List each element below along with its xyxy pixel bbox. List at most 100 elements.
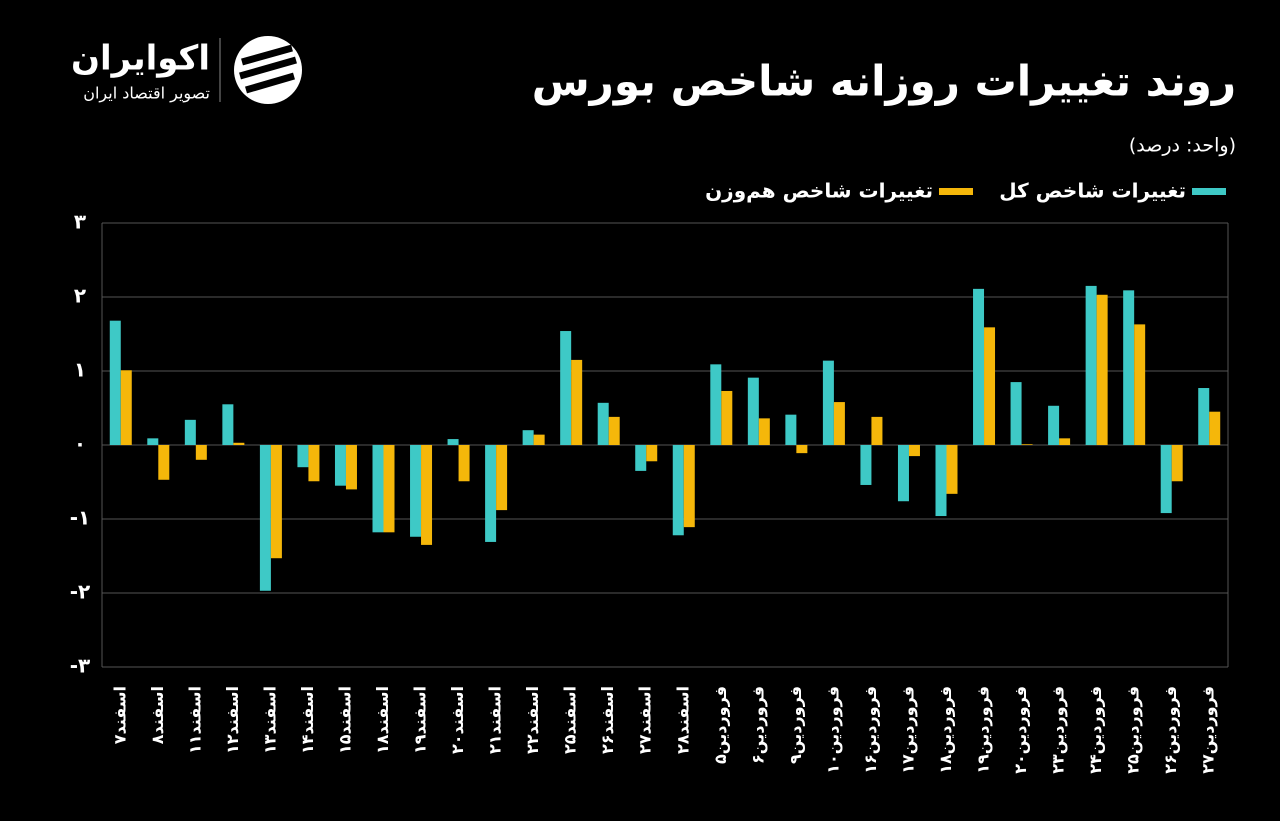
logo: اکوایران تصویر اقتصاد ایران [71,36,302,104]
bar [447,439,459,445]
bar [195,445,207,460]
y-tick-label: ۳ [74,210,86,234]
x-tick-label: اسفند۲۰ [448,686,467,754]
bar [222,404,234,445]
brand-name: اکوایران [71,39,210,79]
bar [785,414,797,445]
x-tick-label: اسفند۱۴ [298,686,317,754]
bar [270,445,282,559]
bar [109,320,121,445]
bar [721,390,733,445]
bar [560,331,572,445]
bar [871,416,883,445]
legend-label: تغییرات شاخص کل [999,179,1186,203]
bar [233,442,245,445]
bar [485,445,497,542]
bar [1171,445,1183,482]
x-tick-label: اسفند۲۲ [523,686,542,754]
bar [1085,285,1097,445]
chart-title: روند تغییرات روزانه شاخص بورس [532,57,1236,107]
bar [533,434,545,445]
x-tick-label: فروردین۲۷ [1199,686,1218,774]
bar [758,418,770,445]
bar [1123,290,1135,445]
x-tick-label: فروردین۱۹ [974,686,993,774]
y-tick-label: -۱ [70,506,91,530]
bar [458,445,470,482]
bar [1021,444,1033,445]
bar [259,445,271,591]
bar [147,438,159,445]
brand-tagline: تصویر اقتصاد ایران [83,84,210,104]
legend-swatch [939,188,973,195]
bar [421,445,433,545]
x-tick-label: فروردین۵ [711,686,730,764]
x-tick-label: فروردین۲۶ [1161,686,1180,774]
x-tick-label: فروردین۱۶ [861,686,880,774]
bar [1160,445,1172,514]
bar [822,360,834,445]
chart-subtitle: (واحد: درصد) [1129,135,1236,157]
x-tick-label: فروردین۲۵ [1124,686,1143,774]
bar [120,370,132,445]
x-tick-label: فروردین۲۰ [1011,686,1030,774]
bar [372,445,384,533]
bar [1010,382,1022,445]
bar [158,445,170,480]
x-tick-label: اسفند۲۱ [486,686,505,754]
x-tick-label: فروردین۲۴ [1086,686,1105,774]
bar [571,359,583,445]
bar [946,445,958,494]
bar [383,445,395,533]
logo-stripes [239,44,297,94]
bar [710,364,722,445]
x-tick-label: اسفند۱۳ [260,686,279,754]
bar [683,445,695,528]
x-tick-label: فروردین۲۳ [1049,686,1068,774]
bar [297,445,309,468]
bar [1134,324,1146,445]
y-tick-label: ۲ [74,284,86,308]
bar [410,445,422,537]
x-tick-label: فروردین۱۷ [898,686,917,774]
x-tick-label: اسفند۲۸ [673,686,692,754]
bar [1198,388,1210,445]
bar [796,445,808,454]
x-tick-label: اسفند۲۶ [598,686,617,754]
bar [308,445,320,482]
x-tick-label: اسفند۲۵ [561,686,580,754]
bar [1048,405,1060,445]
bar [973,288,985,445]
bar [860,445,872,485]
y-tick-label: ۱ [74,358,86,382]
x-tick-label: فروردین۶ [748,686,767,764]
bar [597,402,609,445]
bar [984,327,996,445]
bar [897,445,909,502]
legend-label: تغییرات شاخص هم‌وزن [705,179,933,203]
x-tick-label: اسفند۸ [148,686,167,744]
bar [1209,411,1221,445]
x-tick-label: فروردین۱۰ [823,686,842,774]
bar [334,445,346,486]
y-tick-label: -۲ [70,580,91,604]
x-tick-label: اسفند۱۱ [185,686,204,754]
y-tick-label: -۳ [70,654,91,678]
bar [496,445,508,511]
x-tick-label: اسفند۱۵ [335,686,354,754]
bar [522,430,534,445]
bar [908,445,920,457]
bar [833,402,845,445]
bar [672,445,684,536]
bar [935,445,947,517]
bar [184,419,196,445]
bar [635,445,647,471]
x-tick-label: فروردین۱۸ [936,686,955,774]
bar [1059,438,1071,445]
bar [747,377,759,445]
x-tick-label: فروردین۹ [786,686,805,764]
bar [646,445,658,462]
bar [1096,294,1108,445]
